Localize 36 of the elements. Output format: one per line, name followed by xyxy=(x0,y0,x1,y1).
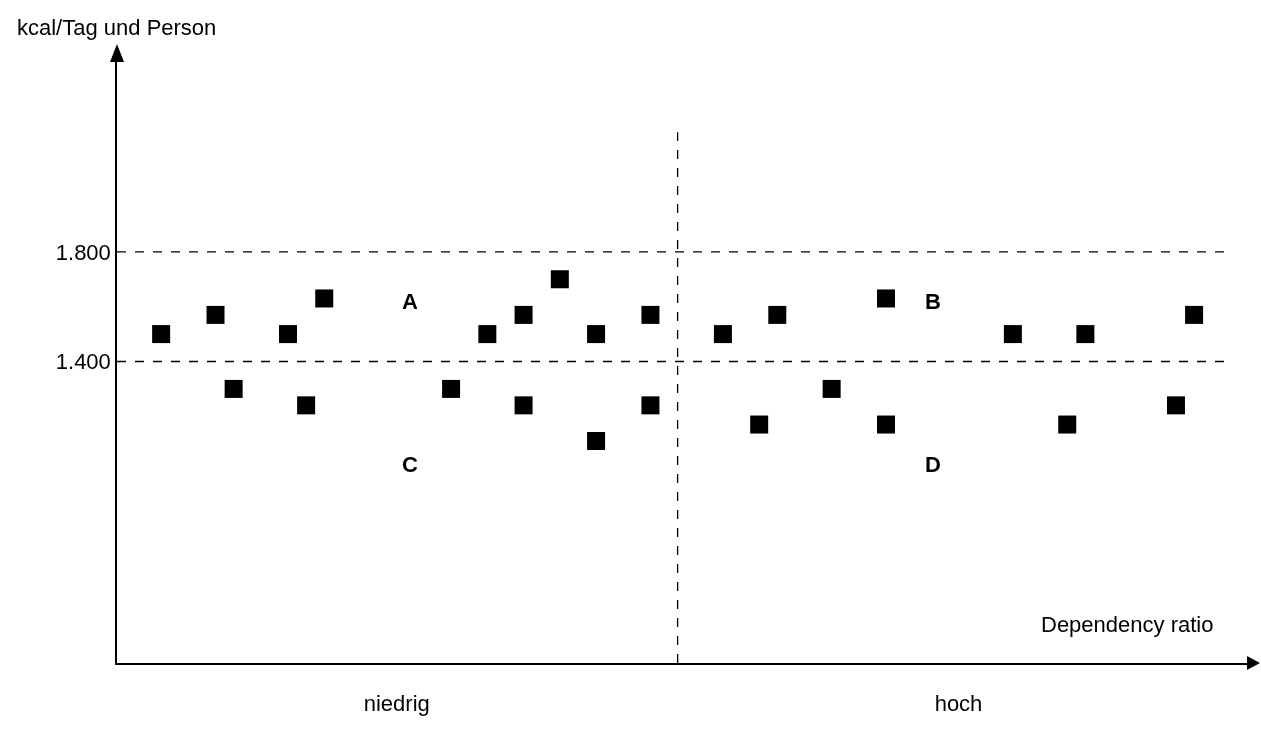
point xyxy=(1058,415,1077,434)
point xyxy=(279,325,297,344)
point xyxy=(442,379,461,398)
x-tick-label: hoch xyxy=(934,691,983,717)
annotation: B xyxy=(925,289,941,314)
point xyxy=(713,325,732,344)
point xyxy=(1076,325,1095,344)
point xyxy=(768,305,787,324)
point xyxy=(750,415,769,434)
point xyxy=(1166,396,1185,415)
point xyxy=(641,305,660,324)
point xyxy=(550,270,569,289)
point xyxy=(514,396,533,415)
point xyxy=(641,396,660,415)
point xyxy=(587,325,606,344)
point xyxy=(224,379,243,398)
point xyxy=(877,289,896,308)
point xyxy=(478,325,497,344)
point xyxy=(822,379,841,398)
annotation: A xyxy=(402,289,418,314)
y-tick-label: 1.400 xyxy=(55,349,111,375)
x-axis-title: Dependency ratio xyxy=(1041,612,1214,637)
point xyxy=(1185,305,1204,324)
point xyxy=(315,289,334,308)
x-tick-label: niedrig xyxy=(363,691,430,717)
y-tick-label: 1.800 xyxy=(55,239,111,265)
point xyxy=(877,415,896,434)
point xyxy=(587,431,606,450)
annotation: C xyxy=(402,452,418,477)
annotation: D xyxy=(925,452,941,477)
point xyxy=(152,325,171,344)
y-axis-title: kcal/Tag und Person xyxy=(17,15,217,40)
point xyxy=(297,396,316,415)
point xyxy=(206,305,225,324)
point xyxy=(514,305,533,324)
point xyxy=(1003,325,1022,344)
